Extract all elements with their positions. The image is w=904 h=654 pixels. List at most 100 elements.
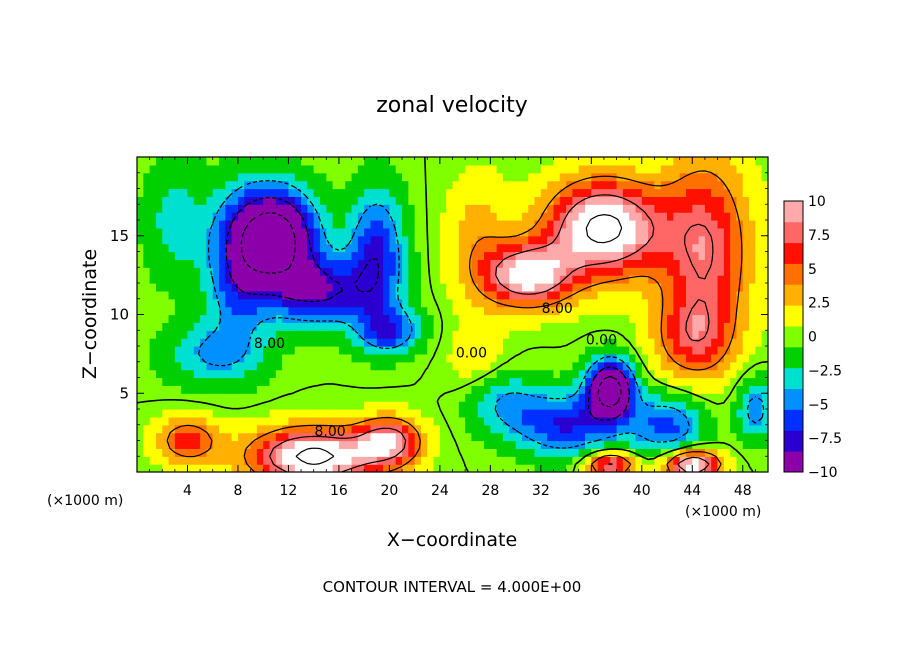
heatmap-cell bbox=[269, 448, 277, 457]
heatmap-cell bbox=[383, 432, 390, 442]
heatmap-cell bbox=[641, 448, 649, 457]
heatmap-cell bbox=[736, 243, 744, 253]
heatmap-cell bbox=[250, 456, 258, 465]
heatmap-cell bbox=[326, 377, 334, 386]
heatmap-cell bbox=[237, 172, 245, 182]
heatmap-cell bbox=[181, 283, 189, 292]
heatmap-cell bbox=[534, 227, 542, 237]
heatmap-cell bbox=[597, 424, 605, 434]
heatmap-cell bbox=[717, 424, 725, 434]
heatmap-cell bbox=[351, 393, 359, 402]
heatmap-cell bbox=[585, 361, 592, 371]
heatmap-cell bbox=[143, 243, 151, 253]
heatmap-cell bbox=[616, 361, 624, 371]
heatmap-cell bbox=[654, 346, 662, 355]
heatmap-cell bbox=[250, 164, 258, 174]
heatmap-cell bbox=[641, 259, 649, 268]
heatmap-cell bbox=[420, 306, 428, 316]
heatmap-cell bbox=[629, 220, 637, 229]
heatmap-cell bbox=[383, 424, 390, 434]
heatmap-cell bbox=[477, 267, 485, 276]
heatmap-cell bbox=[256, 227, 264, 237]
heatmap-cell bbox=[534, 235, 542, 245]
heatmap-cell bbox=[591, 251, 599, 260]
heatmap-cell bbox=[206, 157, 214, 166]
heatmap-cell bbox=[502, 306, 510, 316]
heatmap-cell bbox=[364, 235, 372, 245]
heatmap-cell bbox=[572, 448, 580, 457]
heatmap-cell bbox=[143, 259, 151, 268]
heatmap-cell bbox=[465, 409, 473, 418]
heatmap-cell bbox=[181, 220, 189, 229]
heatmap-cell bbox=[528, 456, 536, 465]
heatmap-cell bbox=[206, 409, 214, 418]
heatmap-cell bbox=[219, 416, 226, 426]
heatmap-cell bbox=[641, 393, 649, 402]
heatmap-cell bbox=[553, 432, 561, 442]
heatmap-cell bbox=[225, 243, 233, 253]
heatmap-cell bbox=[420, 314, 428, 323]
heatmap-cell bbox=[559, 196, 567, 205]
heatmap-cell bbox=[313, 369, 321, 379]
heatmap-cell bbox=[206, 220, 214, 229]
heatmap-cell bbox=[370, 361, 378, 371]
heatmap-cell bbox=[723, 369, 731, 379]
heatmap-cell bbox=[610, 212, 618, 221]
heatmap-cell bbox=[326, 204, 334, 213]
heatmap-cell bbox=[585, 275, 592, 284]
heatmap-cell bbox=[294, 369, 302, 379]
heatmap-cell bbox=[137, 235, 144, 245]
heatmap-cell bbox=[673, 251, 681, 260]
heatmap-cell bbox=[383, 464, 390, 472]
heatmap-cell bbox=[685, 204, 693, 213]
heatmap-cell bbox=[711, 196, 719, 205]
heatmap-cell bbox=[597, 361, 605, 371]
heatmap-cell bbox=[502, 275, 510, 284]
heatmap-cell bbox=[654, 314, 662, 323]
heatmap-cell bbox=[439, 464, 447, 472]
heatmap-cell bbox=[730, 283, 738, 292]
heatmap-cell bbox=[749, 322, 756, 331]
heatmap-cell bbox=[534, 385, 542, 394]
heatmap-cell bbox=[389, 361, 397, 371]
heatmap-cell bbox=[515, 227, 523, 237]
heatmap-cell bbox=[585, 196, 592, 205]
heatmap-cell bbox=[761, 180, 768, 190]
heatmap-cell bbox=[294, 393, 302, 402]
heatmap-cell bbox=[149, 220, 157, 229]
heatmap-cell bbox=[603, 456, 611, 465]
heatmap-cell bbox=[566, 314, 573, 323]
heatmap-cell bbox=[256, 346, 264, 355]
heatmap-cell bbox=[282, 464, 290, 472]
heatmap-cell bbox=[502, 204, 510, 213]
heatmap-cell bbox=[603, 212, 611, 221]
heatmap-cell bbox=[244, 204, 252, 213]
heatmap-cell bbox=[256, 188, 264, 197]
heatmap-cell bbox=[484, 416, 491, 426]
heatmap-cell bbox=[338, 188, 346, 197]
heatmap-cell bbox=[502, 227, 510, 237]
heatmap-cell bbox=[515, 251, 523, 260]
heatmap-cell bbox=[181, 196, 189, 205]
heatmap-cell bbox=[717, 464, 725, 472]
heatmap-cell bbox=[610, 188, 618, 197]
heatmap-cell bbox=[572, 283, 580, 292]
heatmap-cell bbox=[603, 314, 611, 323]
heatmap-cell bbox=[231, 235, 239, 245]
heatmap-cell bbox=[427, 409, 435, 418]
heatmap-cell bbox=[351, 353, 359, 363]
heatmap-cell bbox=[294, 212, 302, 221]
heatmap-cell bbox=[572, 409, 580, 418]
heatmap-cell bbox=[383, 259, 390, 268]
heatmap-cell bbox=[263, 275, 271, 284]
heatmap-cell bbox=[351, 401, 359, 410]
heatmap-cell bbox=[383, 322, 390, 331]
heatmap-cell bbox=[603, 188, 611, 197]
heatmap-cell bbox=[269, 306, 277, 316]
heatmap-cell bbox=[723, 385, 731, 394]
heatmap-cell bbox=[294, 188, 302, 197]
heatmap-cell bbox=[427, 172, 435, 182]
heatmap-cell bbox=[496, 188, 504, 197]
heatmap-cell bbox=[244, 314, 252, 323]
heatmap-cell bbox=[364, 393, 372, 402]
